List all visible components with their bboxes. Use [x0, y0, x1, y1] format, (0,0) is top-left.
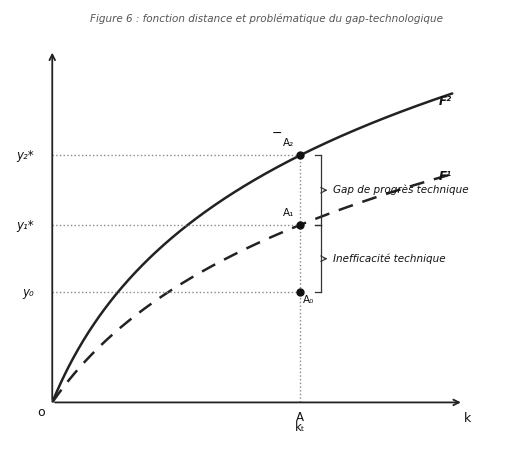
Text: A₀: A₀ [303, 295, 314, 305]
Text: Inefficacité technique: Inefficacité technique [334, 253, 446, 264]
Text: y₀: y₀ [22, 286, 34, 299]
Text: F¹: F¹ [439, 170, 452, 183]
Text: F²: F² [439, 95, 452, 108]
Text: kₜ: kₜ [295, 421, 305, 434]
Text: y₁*: y₁* [16, 218, 34, 231]
Text: A₂: A₂ [283, 138, 294, 148]
Text: o: o [37, 406, 45, 419]
Text: y₂*: y₂* [16, 149, 34, 162]
Text: Figure 6 : fonction distance et problématique du gap-technologique: Figure 6 : fonction distance et probléma… [89, 14, 443, 24]
Text: A: A [296, 411, 304, 424]
Text: k: k [464, 413, 471, 425]
Text: A₁: A₁ [283, 207, 294, 218]
Text: −: − [272, 127, 282, 140]
Text: Gap de progrès technique: Gap de progrès technique [334, 185, 469, 195]
